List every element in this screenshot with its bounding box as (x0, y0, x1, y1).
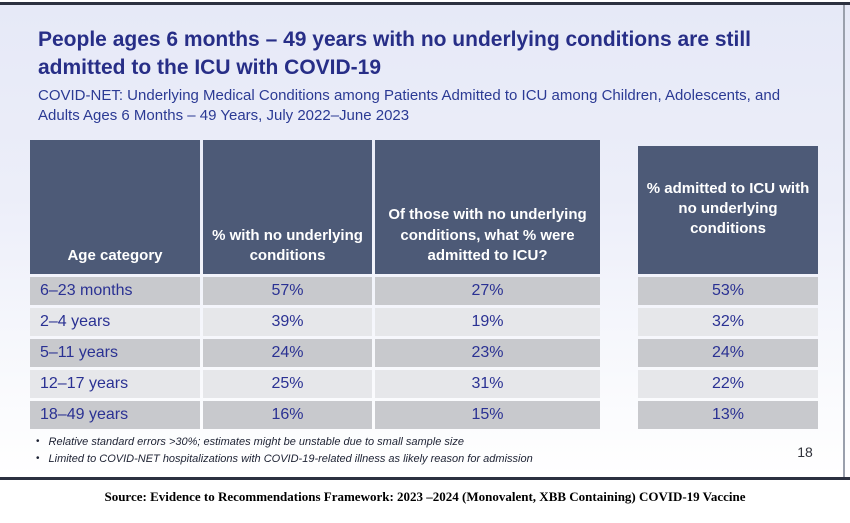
side-table: % admitted to ICU with no underlying con… (638, 146, 818, 429)
side-table-value: 24% (638, 339, 818, 367)
table-cell-value: 23% (375, 339, 600, 367)
table-cell-value: 57% (203, 277, 372, 305)
source-line: Source: Evidence to Recommendations Fram… (104, 489, 746, 504)
slide-right-border (843, 5, 845, 477)
side-table-value: 53% (638, 277, 818, 305)
main-table: Age category % with no underlying condit… (30, 140, 600, 429)
slide-title: People ages 6 months – 49 years with no … (38, 28, 752, 79)
footnotes: • Relative standard errors >30%; estimat… (36, 434, 636, 467)
table-cell-age: 2–4 years (30, 308, 200, 336)
table-cell-value: 27% (375, 277, 600, 305)
footnote-text: Relative standard errors >30%; estimates… (48, 436, 464, 448)
table-cell-value: 19% (375, 308, 600, 336)
table-cell-age: 18–49 years (30, 401, 200, 429)
table-cell-age: 5–11 years (30, 339, 200, 367)
side-table-value: 32% (638, 308, 818, 336)
main-table-header-pct-no-conditions: % with no underlying conditions (203, 140, 372, 274)
side-table-header: % admitted to ICU with no underlying con… (638, 146, 818, 274)
table-cell-value: 24% (203, 339, 372, 367)
table-cell-value: 31% (375, 370, 600, 398)
table-cell-age: 12–17 years (30, 370, 200, 398)
footnote-text: Limited to COVID-NET hospitalizations wi… (48, 452, 533, 465)
slide-subtitle: COVID-NET: Underlying Medical Conditions… (38, 87, 781, 125)
table-cell-value: 15% (375, 401, 600, 429)
side-table-value: 22% (638, 370, 818, 398)
table-cell-age: 6–23 months (30, 277, 200, 305)
footnote-item: • Limited to COVID-NET hospitalizations … (36, 451, 636, 468)
table-cell-value: 16% (203, 401, 372, 429)
bullet-icon: • (36, 436, 40, 447)
bottom-rule (0, 477, 850, 480)
main-table-header-pct-admitted-icu: Of those with no underlying conditions, … (375, 140, 600, 274)
side-table-value: 13% (638, 401, 818, 429)
table-cell-value: 39% (203, 308, 372, 336)
top-rule (0, 2, 850, 5)
table-cell-value: 25% (203, 370, 372, 398)
bullet-icon: • (36, 452, 40, 464)
page-number: 18 (797, 444, 813, 460)
main-table-header-age: Age category (30, 140, 200, 274)
footnote-item: • Relative standard errors >30%; estimat… (36, 434, 636, 451)
